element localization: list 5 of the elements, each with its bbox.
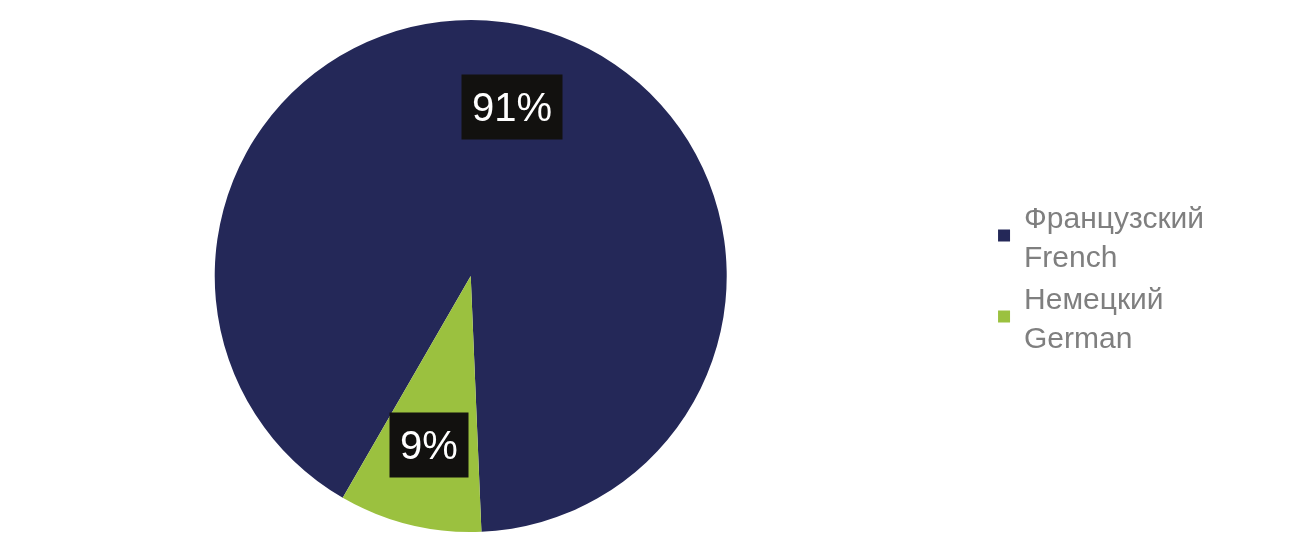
data-label: 9%: [400, 423, 458, 467]
data-label: 91%: [472, 85, 553, 129]
pie-slice: [214, 20, 727, 532]
legend-label: Немецкий German: [1024, 281, 1164, 354]
legend-label: Французский French: [1024, 200, 1205, 273]
